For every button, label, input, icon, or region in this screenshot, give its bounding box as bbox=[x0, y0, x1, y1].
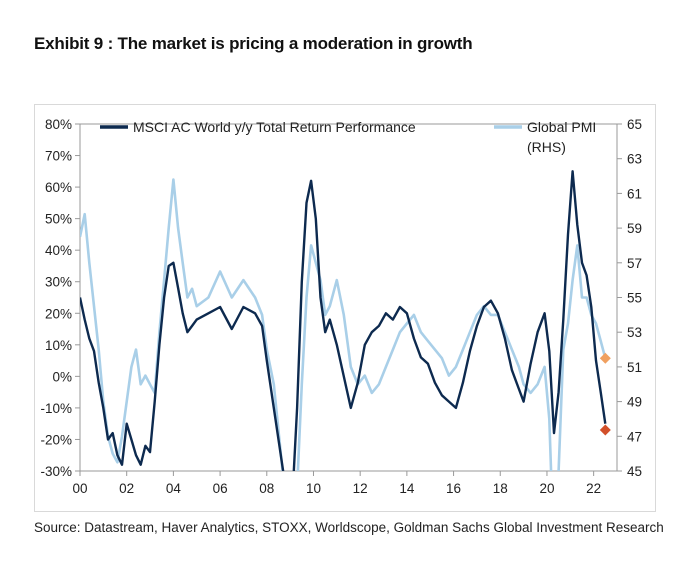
y-left-tick-label: 20% bbox=[45, 306, 72, 321]
legend-label-pmi-line2: (RHS) bbox=[527, 139, 566, 155]
y-left-tick-label: 50% bbox=[45, 212, 72, 227]
x-tick-label: 20 bbox=[539, 481, 554, 496]
x-tick-label: 16 bbox=[446, 481, 461, 496]
series-lines bbox=[80, 170, 607, 471]
line-chart: 80% 70% 60% 50% 40% 30% 20% 10% 0% -10% -20% -30% 65… bbox=[40, 117, 642, 496]
y-left-tick-label: 0% bbox=[52, 369, 72, 384]
plot-area-border bbox=[79, 123, 618, 472]
x-tick-label: 14 bbox=[399, 481, 415, 496]
end-marker-msci bbox=[599, 424, 611, 436]
y-right-tick-label: 51 bbox=[627, 360, 642, 375]
y-right-tick-label: 57 bbox=[627, 256, 642, 271]
x-tick-label: 18 bbox=[493, 481, 508, 496]
x-tick-label: 04 bbox=[166, 481, 182, 496]
x-tick-label: 08 bbox=[259, 481, 274, 496]
end-marker-global-pmi bbox=[599, 352, 611, 364]
y-left-tick-label: -10% bbox=[40, 401, 72, 416]
source-note: Source: Datastream, Haver Analytics, STO… bbox=[34, 520, 664, 535]
legend-label-msci: MSCI AC World y/y Total Return Performan… bbox=[133, 119, 416, 135]
y-right-tick-label: 61 bbox=[627, 186, 642, 201]
y-left-tick-label: -20% bbox=[40, 432, 72, 447]
y-left-tick-label: 10% bbox=[45, 338, 72, 353]
chart-title: Exhibit 9 : The market is pricing a mode… bbox=[34, 34, 473, 53]
y-right-tick-label: 59 bbox=[627, 221, 642, 236]
legend: MSCI AC World y/y Total Return Performan… bbox=[100, 119, 596, 155]
y-left-tick-label: 60% bbox=[45, 180, 72, 195]
series-line-global-pmi bbox=[80, 178, 607, 471]
x-tick-label: 02 bbox=[119, 481, 134, 496]
y-right-tick-label: 47 bbox=[627, 429, 642, 444]
x-tick-label: 10 bbox=[306, 481, 321, 496]
y-right-tick-label: 55 bbox=[627, 291, 642, 306]
y-left-tick-label: 30% bbox=[45, 275, 72, 290]
y-left-tick-label: -30% bbox=[40, 464, 72, 479]
x-tick-label: 00 bbox=[72, 481, 87, 496]
legend-label-pmi-line1: Global PMI bbox=[527, 119, 596, 135]
y-right-tick-label: 65 bbox=[627, 117, 642, 132]
chart-frame bbox=[34, 104, 656, 512]
series-line-msci-ac-world bbox=[80, 170, 607, 471]
y-left-tick-label: 80% bbox=[45, 117, 72, 132]
y-left-tick-label: 40% bbox=[45, 243, 72, 258]
x-tick-label: 22 bbox=[586, 481, 601, 496]
axes: 80% 70% 60% 50% 40% 30% 20% 10% 0% -10% -20% -30% 65… bbox=[40, 117, 642, 496]
x-tick-label: 06 bbox=[213, 481, 228, 496]
y-left-tick-label: 70% bbox=[45, 149, 72, 164]
y-right-tick-label: 63 bbox=[627, 152, 642, 167]
end-markers bbox=[599, 352, 611, 436]
x-tick-label: 12 bbox=[353, 481, 368, 496]
y-right-tick-label: 45 bbox=[627, 464, 642, 479]
y-right-tick-label: 49 bbox=[627, 395, 642, 410]
y-right-tick-label: 53 bbox=[627, 325, 642, 340]
